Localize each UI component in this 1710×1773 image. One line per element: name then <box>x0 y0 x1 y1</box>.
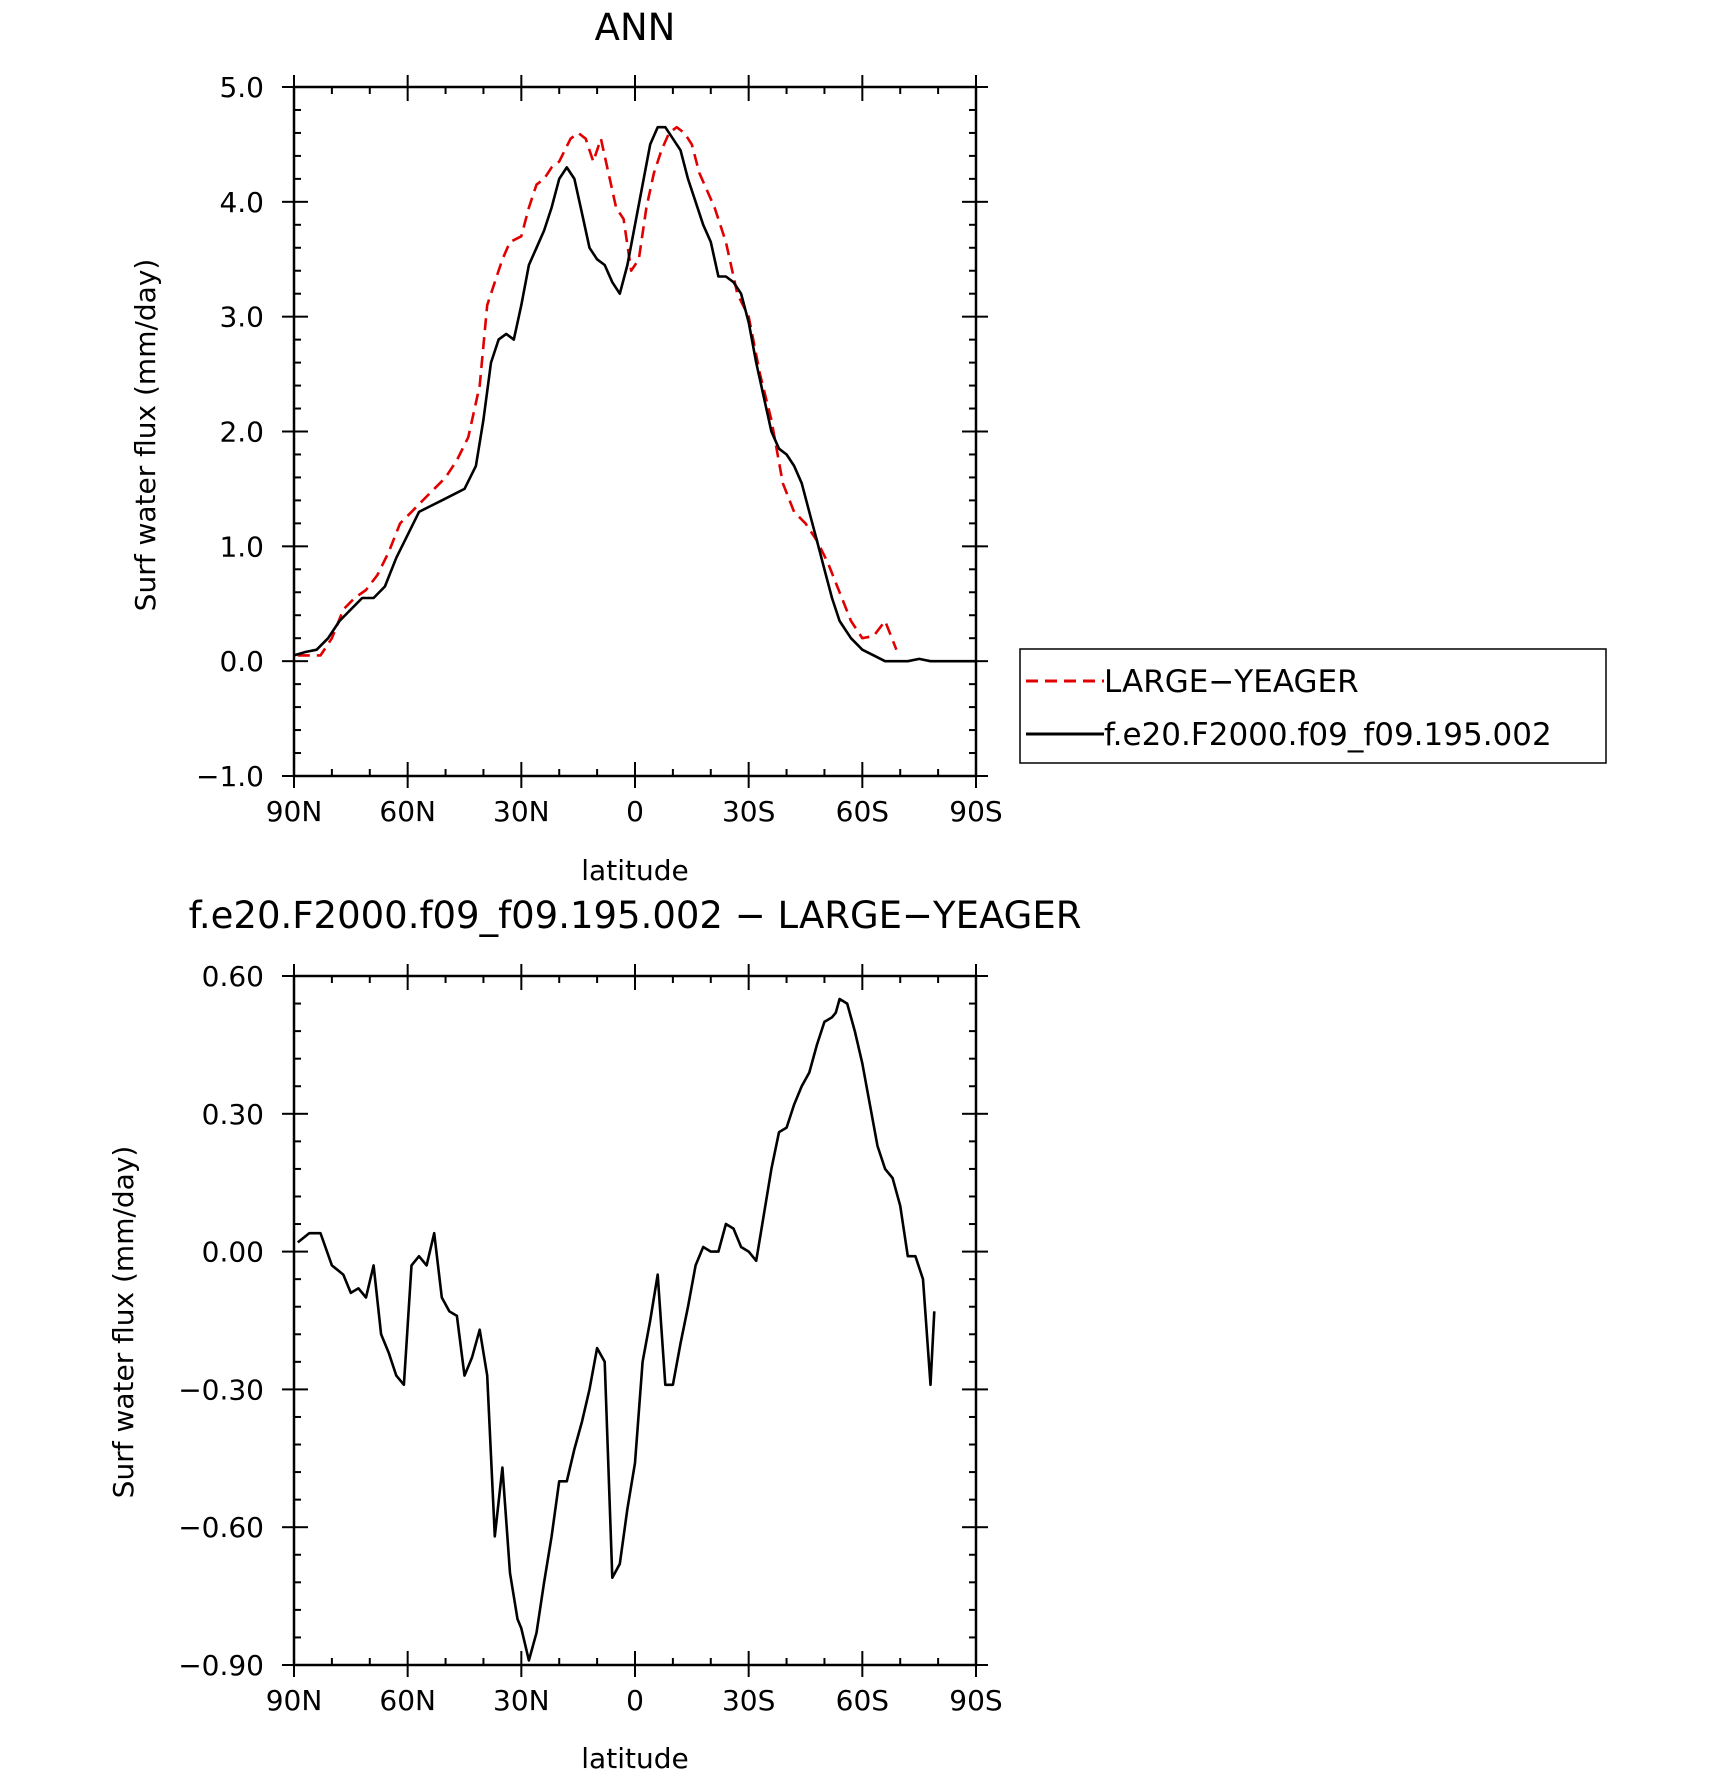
top-title: ANN <box>595 6 676 49</box>
top-y-tick-label: 3.0 <box>219 301 264 334</box>
legend-box <box>1019 648 1607 764</box>
top-x-tick-label: 0 <box>626 795 644 828</box>
bottom-x-tick-label: 60N <box>379 1684 436 1717</box>
top-x-axis-label: latitude <box>581 854 688 887</box>
top-y-axis-label: Surf water flux (mm/day) <box>129 259 162 612</box>
bottom-x-tick-label: 30S <box>722 1684 775 1717</box>
top-series-lines <box>293 125 976 663</box>
bottom-tick-labels: 90N 60N 30N 0 30S 60S 90S −0.90 −0.60 −0.30 0.00 0.… <box>178 960 1003 1717</box>
legend-label-model: f.e20.F2000.f09_f09.195.002 <box>1104 717 1552 753</box>
bottom-y-tick-label: 0.30 <box>202 1098 264 1131</box>
top-series-line-2 <box>293 125 976 663</box>
top-x-tick-label: 90S <box>949 795 1002 828</box>
bottom-axis-ticks <box>282 964 988 1677</box>
top-axis-ticks <box>282 75 988 788</box>
bottom-y-tick-label: 0.00 <box>202 1236 264 1269</box>
bottom-x-tick-label: 90N <box>266 1684 323 1717</box>
bottom-title: f.e20.F2000.f09_f09.195.002 − LARGE−YEAG… <box>189 894 1082 937</box>
top-x-tick-label: 30N <box>493 795 550 828</box>
bottom-panel: f.e20.F2000.f09_f09.195.002 − LARGE−YEAG… <box>107 894 1081 1773</box>
top-y-tick-label: 1.0 <box>219 530 264 563</box>
top-y-tick-label: 5.0 <box>219 71 264 104</box>
top-y-tick-label: 0.0 <box>219 645 264 678</box>
top-plot-frame <box>292 85 978 778</box>
top-series-line-1 <box>297 125 898 657</box>
bottom-series-lines <box>296 997 936 1662</box>
top-x-tick-label: 30S <box>722 795 775 828</box>
bottom-plot-frame <box>292 974 978 1667</box>
bottom-y-tick-label: −0.30 <box>178 1373 264 1406</box>
top-x-tick-label: 60N <box>379 795 436 828</box>
top-x-tick-label: 90N <box>266 795 323 828</box>
top-panel: ANN Surf water flux (mm/day) latitude 90… <box>129 6 1003 887</box>
bottom-y-tick-label: 0.60 <box>202 960 264 993</box>
bottom-y-axis-label: Surf water flux (mm/day) <box>107 1146 140 1499</box>
top-y-tick-label: −1.0 <box>196 760 264 793</box>
bottom-x-tick-label: 0 <box>626 1684 644 1717</box>
bottom-x-tick-label: 30N <box>493 1684 550 1717</box>
bottom-series-line-1 <box>296 997 936 1662</box>
top-y-tick-label: 2.0 <box>219 416 264 449</box>
top-x-tick-label: 60S <box>836 795 889 828</box>
bottom-x-tick-label: 90S <box>949 1684 1002 1717</box>
bottom-x-axis-label: latitude <box>581 1742 688 1773</box>
top-y-tick-label: 4.0 <box>219 186 264 219</box>
top-tick-labels: 90N 60N 30N 0 30S 60S 90S −1.0 0.0 1.0 2.0 3.0 4.0 5.… <box>196 71 1003 828</box>
legend-label-large-yeager: LARGE−YEAGER <box>1104 664 1359 700</box>
legend: LARGE−YEAGER f.e20.F2000.f09_f09.195.002 <box>1019 648 1607 764</box>
bottom-y-tick-label: −0.60 <box>178 1511 264 1544</box>
bottom-x-tick-label: 60S <box>836 1684 889 1717</box>
bottom-y-tick-label: −0.90 <box>178 1649 264 1682</box>
